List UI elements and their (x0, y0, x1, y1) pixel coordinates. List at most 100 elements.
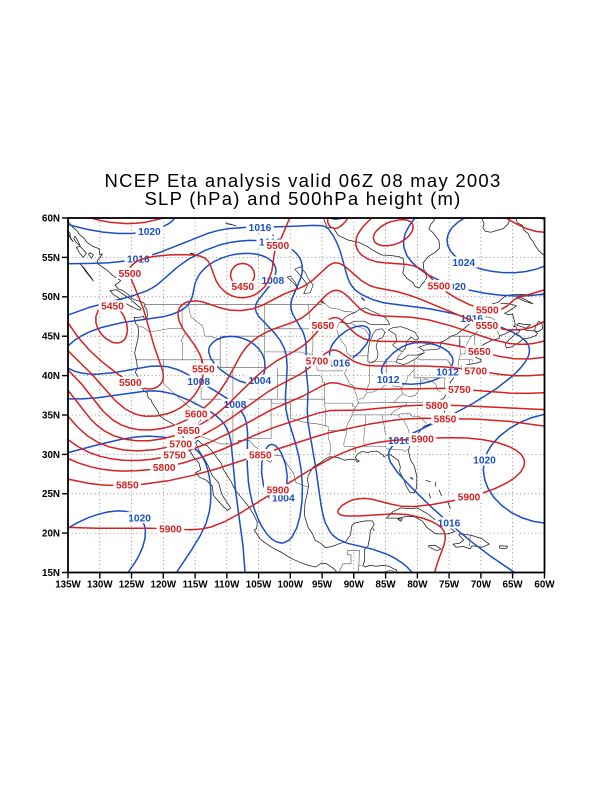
lon-tick-label: 60W (534, 580, 555, 591)
slp-label-box (269, 492, 298, 504)
coast-outline (303, 294, 545, 573)
z500-contour-5550 (67, 262, 546, 417)
z500-label-box (303, 355, 331, 367)
z500-contour-5450 (90, 217, 165, 225)
z500-label: 5650 (177, 426, 200, 437)
z500-label-box (98, 300, 127, 312)
z500-label-box (309, 319, 337, 331)
slp-label: 1016 (249, 223, 272, 234)
states-outline (320, 375, 325, 404)
z500-label: 5800 (153, 463, 176, 474)
states-outline (420, 378, 442, 393)
islands-outline (434, 481, 437, 487)
lon-tick-label: 65W (503, 580, 524, 591)
z500-contour-5450 (372, 218, 414, 247)
states-outline (393, 393, 403, 403)
lon-tick-label: 85W (376, 580, 397, 591)
slp-contour-1020 (482, 413, 546, 524)
z500-label: 5500 (428, 281, 451, 292)
states-outline (264, 351, 313, 357)
slp-label-box (246, 221, 274, 233)
slp-label-box (221, 398, 249, 410)
slp-label: 1008 (224, 400, 247, 411)
islands-outline (425, 479, 431, 483)
lon-tick-label: 70W (471, 580, 492, 591)
lon-tick-label: 80W (407, 580, 428, 591)
states-outline (402, 381, 421, 398)
slp-label: 1004 (272, 493, 295, 504)
z500-label-box (166, 438, 195, 450)
lon-tick-label: 105W (246, 580, 272, 591)
lat-tick-label: 50N (42, 292, 60, 303)
borders-outline (357, 565, 360, 573)
z500-label: 5500 (119, 378, 142, 389)
coast-outline (481, 217, 511, 233)
states-outline (363, 414, 367, 447)
states-outline (180, 328, 186, 360)
islands-outline (427, 544, 442, 552)
slp-label-box (433, 366, 462, 378)
states-outline (311, 347, 314, 356)
chart-title-line1: NCEP Eta analysis valid 06Z 08 may 2003 (104, 170, 501, 191)
lon-tick-label: 135W (55, 580, 81, 591)
states-outline (365, 361, 370, 393)
z500-label-box (264, 484, 292, 496)
z500-label: 5750 (448, 385, 471, 396)
islands-outline (75, 246, 87, 258)
islands-outline (372, 528, 375, 532)
lat-tick-label: 15N (42, 568, 60, 579)
lon-tick-label: 130W (87, 580, 113, 591)
height500-contours (67, 217, 546, 574)
z500-label: 5550 (192, 365, 215, 376)
islands-outline (438, 489, 442, 497)
slp-label: 1020 (443, 282, 466, 293)
z500-label-box (431, 413, 459, 425)
z500-label: 5800 (426, 401, 449, 412)
slp-contour-1016 (67, 435, 212, 574)
borders-outline (397, 351, 403, 360)
states-outline (397, 413, 427, 424)
slp-label-box (258, 274, 287, 287)
z500-contour-5450 (504, 217, 546, 233)
z500-label: 5850 (434, 414, 457, 425)
slp-label-box (184, 375, 213, 387)
z500-label: 5900 (267, 486, 290, 497)
states-outline (344, 446, 357, 453)
islands-outline (79, 263, 94, 282)
coast-outline (515, 217, 545, 256)
slp-label-box (374, 373, 402, 385)
islands-outline (516, 322, 531, 329)
states-outline (336, 329, 360, 447)
states-outline (336, 322, 341, 330)
states-outline (386, 448, 409, 452)
slp-label-box (324, 357, 353, 369)
z500-label: 5850 (249, 450, 272, 461)
lon-tick-label: 120W (151, 580, 177, 591)
lakes-outline (361, 297, 366, 302)
coast-outline (504, 328, 538, 349)
slp-label: 1016 (438, 519, 461, 530)
z500-label-box (445, 383, 474, 395)
lat-tick-label: 30N (42, 450, 60, 461)
slp-label-box (245, 374, 274, 386)
islands-outline (428, 493, 432, 499)
z500-label-box (156, 523, 185, 535)
coast-outline (323, 217, 441, 289)
slp-contour-1008 (67, 252, 304, 544)
states-outline (397, 414, 411, 438)
z500-label-box (473, 304, 502, 316)
z500-label-box (408, 433, 437, 445)
z500-label: 5550 (476, 321, 499, 332)
slp-label-box (135, 225, 164, 237)
coast-outline (534, 320, 543, 333)
slp-label: 1020 (128, 513, 151, 524)
z500-contour-5500 (67, 217, 291, 390)
islands-outline (499, 545, 509, 549)
slp-contour-1004 (207, 335, 266, 385)
z500-label-box (189, 363, 218, 375)
borders-outline (358, 550, 361, 566)
lat-tick-label: 25N (42, 489, 60, 500)
lat-tick-label: 55N (42, 253, 60, 264)
z500-label-box (425, 280, 453, 292)
